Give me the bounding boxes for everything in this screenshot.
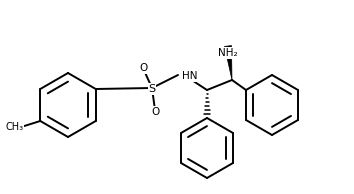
Text: HN: HN bbox=[182, 71, 198, 81]
Polygon shape bbox=[224, 46, 232, 80]
Text: S: S bbox=[148, 84, 155, 94]
Text: CH₃: CH₃ bbox=[5, 122, 23, 132]
Text: NH₂: NH₂ bbox=[218, 48, 238, 58]
Text: O: O bbox=[151, 107, 159, 117]
Text: O: O bbox=[139, 63, 147, 73]
